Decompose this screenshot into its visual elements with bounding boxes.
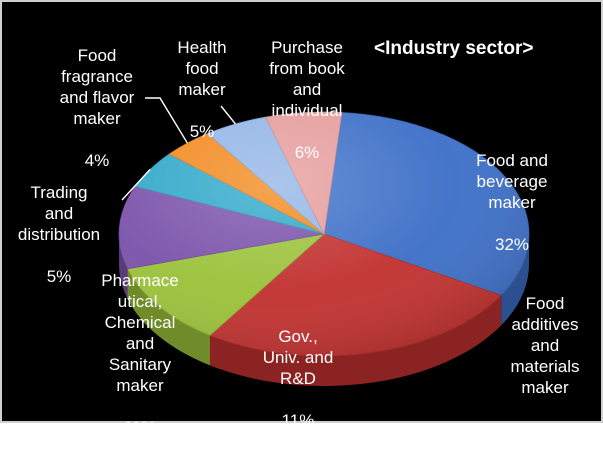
slice-value-pharmaceutical: 11% xyxy=(123,418,157,437)
pie-sides xyxy=(119,234,529,386)
pie-tops xyxy=(118,111,530,357)
pie-chart-canvas xyxy=(118,97,530,386)
slice-label-pharmaceutical-text: Pharmace utical, Chemical and Sanitary m… xyxy=(101,271,179,395)
slice-value-food-additives: 26% xyxy=(527,420,563,439)
slice-label-purchase-book-individual: Purchase from book and individual 6% xyxy=(252,16,362,184)
slice-label-food-beverage-text: Food and beverage maker xyxy=(476,151,548,212)
slice-value-gov-univ-rd: 11% xyxy=(281,411,315,430)
slice-label-food-fragrance-text: Food fragrance and flavor maker xyxy=(59,46,135,128)
leader-lines xyxy=(121,97,236,201)
slice-value-health-food: 5% xyxy=(189,122,215,141)
slice-label-health-food-text: Health food maker xyxy=(177,38,227,99)
slice-value-purchase-book-individual: 6% xyxy=(294,143,320,162)
pie-top-highlight xyxy=(119,112,529,356)
slice-label-pharmaceutical: Pharmace utical, Chemical and Sanitary m… xyxy=(80,249,200,459)
slice-label-food-additives: Food additives and materials maker 26% xyxy=(490,272,600,461)
chart-title: <Industry sector> xyxy=(374,38,534,59)
pie-side-food-beverage xyxy=(501,234,529,326)
leader-line-health-food xyxy=(220,105,236,125)
slice-label-gov-univ-rd: Gov., Univ. and R&D 11% xyxy=(243,305,353,452)
leader-line-food-fragrance xyxy=(145,97,188,144)
slice-label-trading-distribution: Trading and distribution 5% xyxy=(4,161,114,308)
slice-label-food-additives-text: Food additives and materials maker xyxy=(510,294,580,397)
pie-side-pharmaceutical xyxy=(119,234,128,299)
slice-label-health-food: Health food maker 5% xyxy=(162,16,242,163)
slice-label-food-beverage: Food and beverage maker 32% xyxy=(457,129,567,276)
slice-label-food-fragrance: Food fragrance and flavor maker 4% xyxy=(42,24,152,192)
slice-value-food-beverage: 32% xyxy=(494,235,530,254)
slice-label-trading-distribution-text: Trading and distribution xyxy=(17,183,101,244)
leader-line-trading-distribution xyxy=(121,168,151,201)
slice-value-food-fragrance: 4% xyxy=(84,151,110,170)
slice-label-purchase-book-individual-text: Purchase from book and individual xyxy=(269,38,345,120)
slice-label-gov-univ-rd-text: Gov., Univ. and R&D xyxy=(262,327,334,388)
slice-value-trading-distribution: 5% xyxy=(46,267,72,286)
pie-chart: <Industry sector> Food and beverage make… xyxy=(0,0,603,423)
pie-side-food-additives xyxy=(209,295,502,386)
pie-side-gov-univ-rd xyxy=(127,268,210,366)
